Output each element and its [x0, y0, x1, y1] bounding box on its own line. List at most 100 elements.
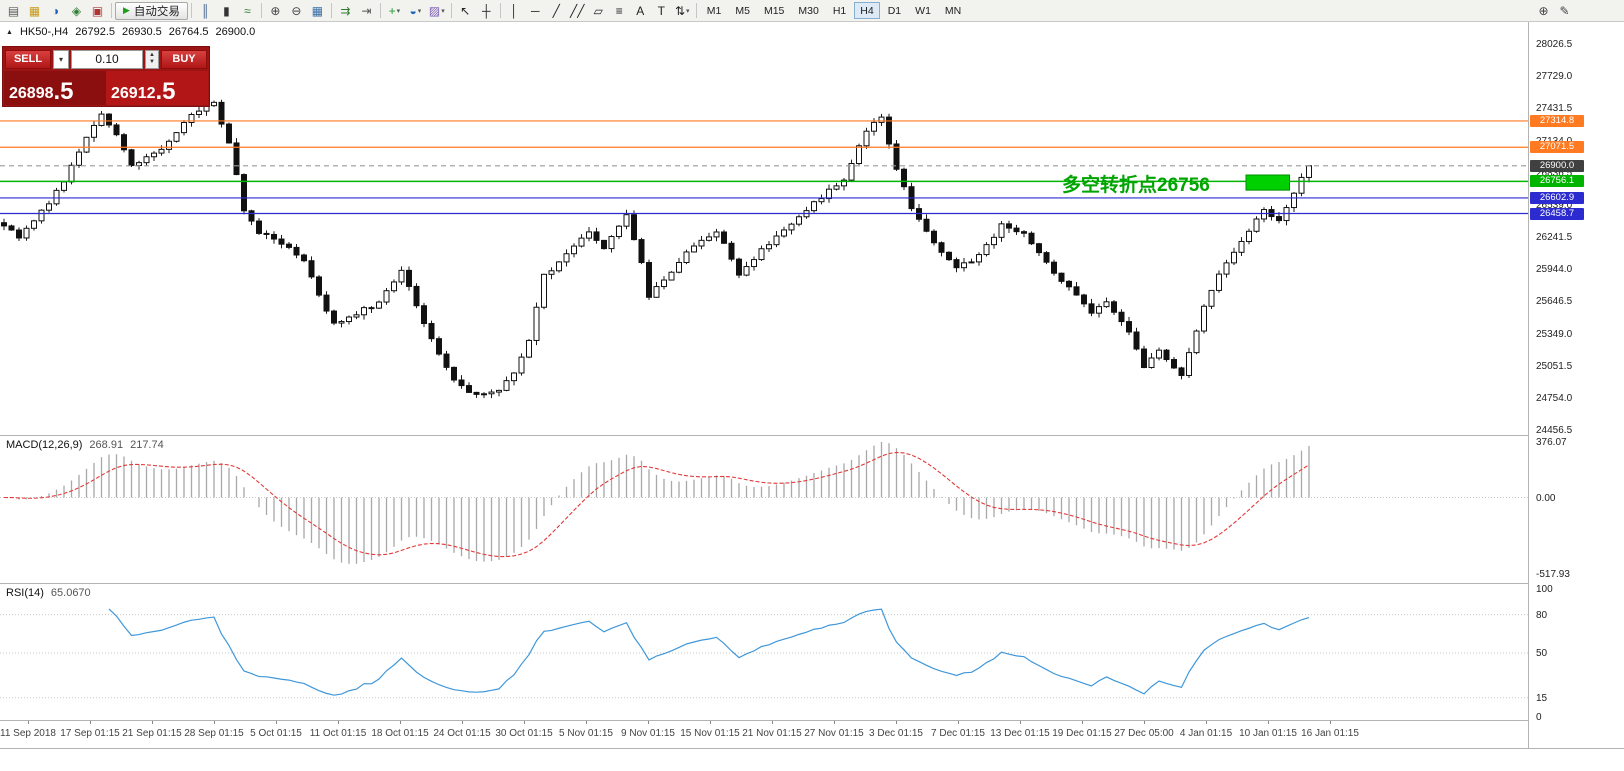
price-axis-label: 25944.0: [1536, 264, 1573, 276]
zoom-in-icon[interactable]: ⊕: [270, 3, 281, 18]
time-axis-label: 5 Nov 01:15: [559, 728, 613, 739]
chart-plot[interactable]: [0, 22, 1528, 748]
time-axis-tick: [710, 721, 711, 724]
arrows-icon[interactable]: ⇅ ▾: [674, 3, 690, 18]
pivot-annotation[interactable]: 多空转折点26756: [1062, 175, 1210, 196]
sell-button[interactable]: SELL: [5, 49, 51, 69]
time-axis-tick: [28, 721, 29, 724]
toolbar-separator: [379, 3, 381, 18]
rsi-axis-label: 100: [1536, 584, 1553, 595]
time-axis-tick: [276, 721, 277, 724]
market-watch-icon[interactable]: ◑: [51, 3, 60, 18]
one-click-trading-panel: SELL ▾ 0.10 ▲ ▼ BUY 26898.5 26912.5: [2, 46, 210, 107]
templates-icon[interactable]: ▨ ▾: [428, 3, 445, 18]
timeframe-m5[interactable]: M5: [735, 4, 750, 17]
price-axis-label: 25349.0: [1536, 328, 1573, 340]
vertical-line-icon[interactable]: │: [510, 3, 519, 18]
time-axis-label: 9 Nov 01:15: [621, 728, 675, 739]
dropdown-arrow-icon: ▾: [686, 7, 690, 15]
candlestick-chart-icon[interactable]: ▮: [223, 3, 230, 18]
time-axis-tick: [1144, 721, 1145, 724]
top-toolbar: ▤ ▦ ◑ ◈ ▣ ▶ 自动交易 ║ ▮ ≈ ⊕ ⊖ ▦ ⇉ ⇥ + ▾ ◒ ▾ ▨ ▾ ↖ ┼ │ ─ ╱ ╱╱ ▱ ≡ A T ⇅ ▾ M1 M…: [0, 0, 1624, 22]
time-axis-tick: [772, 721, 773, 724]
time-axis-label: 11 Oct 01:15: [309, 728, 367, 739]
time-axis-label: 19 Dec 01:15: [1052, 728, 1112, 739]
highlight-rectangle[interactable]: [1245, 174, 1290, 191]
buy-button[interactable]: BUY: [161, 49, 207, 69]
cursor-icon[interactable]: ↖: [460, 3, 471, 18]
timeframe-m15[interactable]: M15: [763, 4, 785, 17]
channel-icon[interactable]: ╱╱: [570, 3, 585, 18]
timeframe-m1[interactable]: M1: [706, 4, 722, 17]
profiles-icon[interactable]: ▦: [28, 3, 41, 18]
buy-price[interactable]: 26912.5: [106, 71, 208, 105]
panel-separator[interactable]: [0, 435, 1624, 436]
price-axis-label: 27729.0: [1536, 71, 1573, 83]
dropdown-arrow-icon: ▾: [396, 7, 401, 15]
price-badge-26900.0: 26900.0: [1530, 159, 1584, 172]
ohlc-open: 26792.5: [75, 26, 115, 38]
symbol-timeframe-label: HK50-,H4: [19, 26, 69, 38]
macd-signal-value: 217.74: [130, 439, 164, 451]
timeframe-h1[interactable]: H1: [832, 4, 847, 17]
navigator-icon[interactable]: ◈: [71, 3, 82, 18]
edit-icon[interactable]: ✎: [1559, 3, 1570, 18]
price-axis[interactable]: 28026.5 27729.0 27431.5 27134.0 26836.5 26539…: [1528, 22, 1624, 748]
time-axis-label: 28 Sep 01:15: [184, 728, 244, 739]
rsi-axis-label: 0: [1536, 712, 1542, 723]
timeframe-mn[interactable]: MN: [944, 4, 962, 17]
new-order-icon[interactable]: ▤: [7, 3, 20, 18]
auto-scroll-icon[interactable]: ⇉: [340, 3, 351, 18]
tile-windows-icon[interactable]: ▦: [311, 3, 324, 18]
fibonacci-icon[interactable]: ≡: [615, 3, 623, 18]
line-chart-icon[interactable]: ≈: [244, 3, 251, 18]
toolbar-separator: [499, 3, 501, 18]
chart-window[interactable]: ▲ HK50-,H4 26792.5 26930.5 26764.5 26900…: [0, 22, 1624, 771]
search-icon[interactable]: ⊕: [1538, 3, 1549, 18]
macd-axis-label: -517.93: [1536, 568, 1570, 580]
volume-input[interactable]: 0.10: [71, 49, 143, 69]
macd-label: MACD(12,26,9) 268.91 217.74: [6, 439, 164, 451]
panel-separator[interactable]: [0, 583, 1624, 584]
time-axis-tick: [586, 721, 587, 724]
timeframe-h4[interactable]: H4: [854, 2, 880, 19]
toolbar-separator: [111, 3, 112, 18]
crosshair-icon[interactable]: ┼: [482, 3, 491, 18]
toolbar-separator: [330, 3, 332, 18]
sell-price[interactable]: 26898.5: [4, 71, 106, 105]
timeframe-w1[interactable]: W1: [915, 4, 931, 17]
volume-dropdown[interactable]: ▾: [53, 49, 69, 69]
equidistant-channel-icon[interactable]: ▱: [593, 3, 603, 18]
price-axis-label: 26241.5: [1536, 232, 1573, 243]
bar-chart-icon[interactable]: ║: [201, 3, 210, 18]
new-chart-icon[interactable]: + ▾: [388, 3, 401, 18]
time-axis[interactable]: 11 Sep 2018 17 Sep 01:15 21 Sep 01:15 28 Se…: [0, 721, 1528, 748]
time-axis-tick: [214, 721, 215, 724]
chart-shift-icon[interactable]: ⇥: [361, 3, 372, 18]
horizontal-line-icon[interactable]: ─: [531, 3, 540, 18]
volume-stepper[interactable]: ▲ ▼: [145, 49, 159, 69]
periods-icon[interactable]: ◒ ▾: [409, 3, 422, 18]
price-axis-label: 28026.5: [1536, 39, 1573, 50]
time-axis-label: 7 Dec 01:15: [931, 728, 985, 739]
time-axis-label: 10 Jan 01:15: [1239, 728, 1297, 739]
time-axis-label: 5 Oct 01:15: [250, 728, 302, 739]
trendline-icon[interactable]: ╱: [552, 3, 560, 18]
timeframe-d1[interactable]: D1: [887, 4, 902, 17]
terminal-icon[interactable]: ▣: [91, 3, 104, 18]
autotrade-button[interactable]: ▶ 自动交易: [115, 1, 188, 20]
toolbar-separator: [260, 3, 262, 18]
time-axis-label: 24 Oct 01:15: [433, 728, 491, 739]
zoom-out-icon[interactable]: ⊖: [291, 3, 302, 18]
label-icon[interactable]: T: [657, 3, 665, 18]
timeframe-m30[interactable]: M30: [798, 4, 819, 17]
candlesticks: [1, 99, 1312, 399]
ohlc-close: 26900.0: [215, 26, 256, 38]
rsi-axis-label: 15: [1536, 692, 1548, 704]
time-axis-tick: [1206, 721, 1207, 724]
price-axis-label: 25051.5: [1536, 360, 1573, 372]
price-badge-27314.8: 27314.8: [1530, 114, 1584, 127]
rsi-label: RSI(14) 65.0670: [6, 587, 91, 599]
text-icon[interactable]: A: [636, 3, 645, 18]
time-axis-tick: [1330, 721, 1331, 724]
